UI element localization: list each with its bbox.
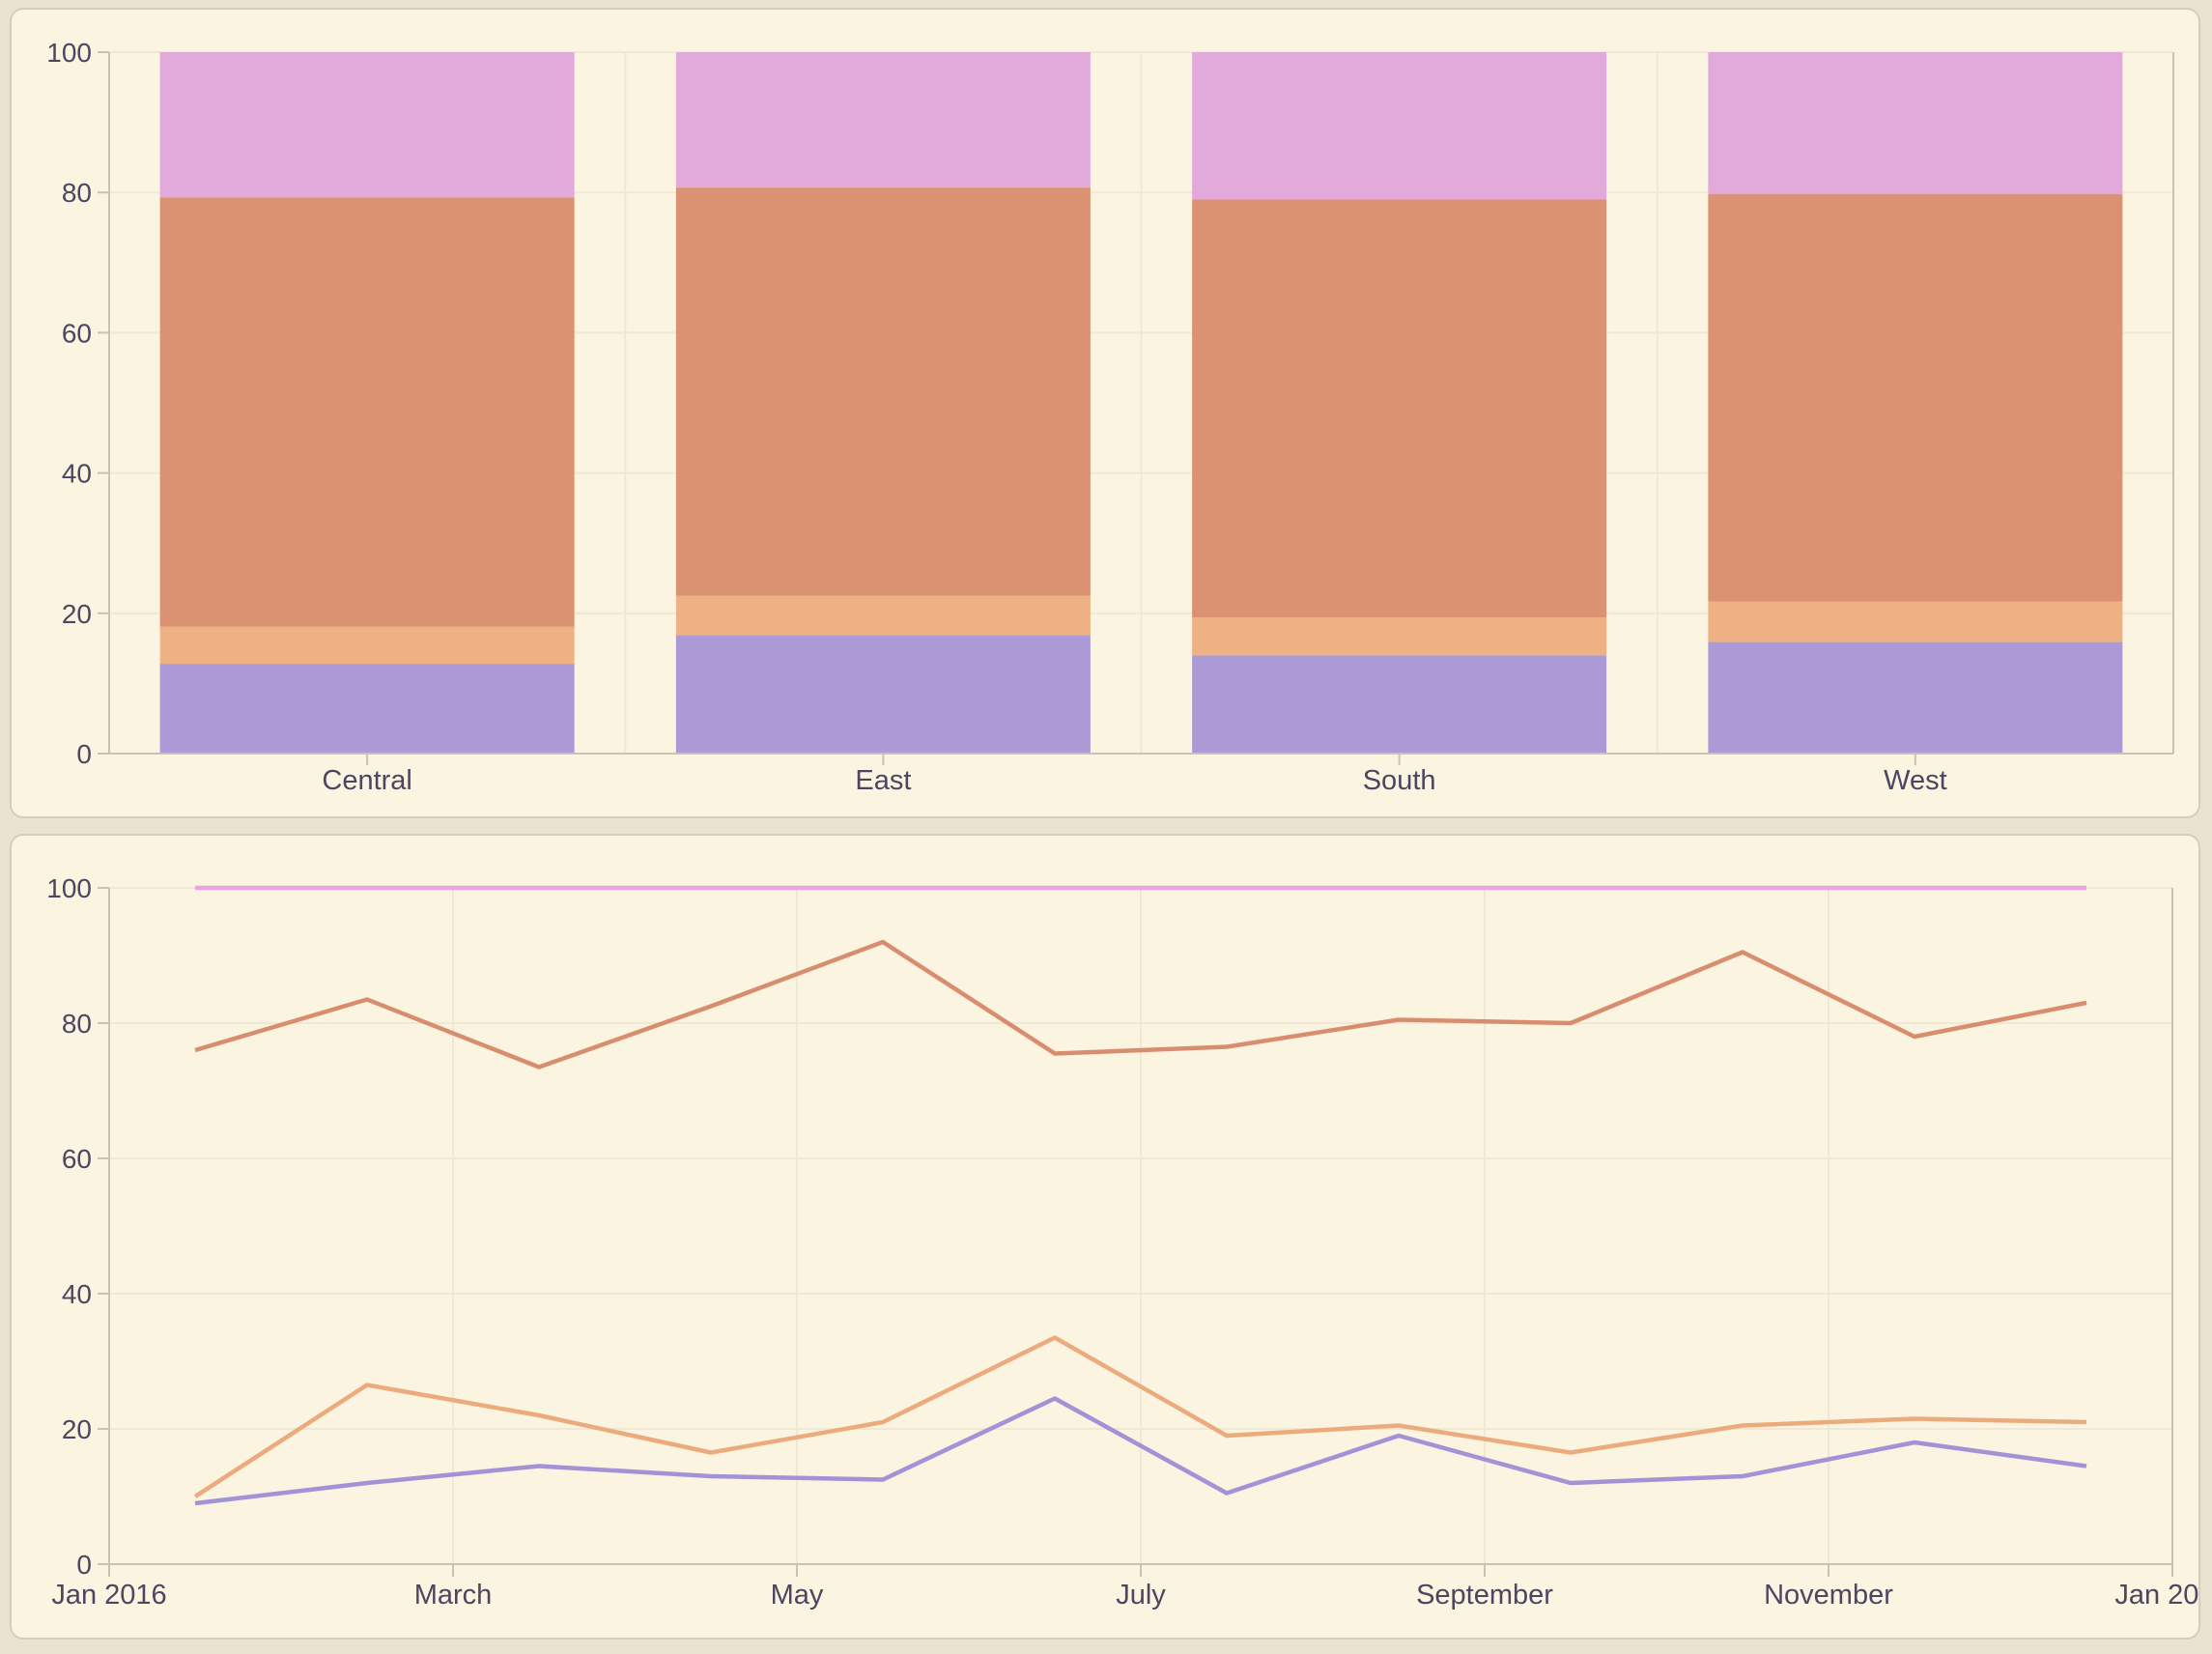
line-chart-card: 0 20 40 60 80 100 Jan 2016 March May July Septembe… (10, 834, 2200, 1640)
bar-segment-salmon-segment-central[interactable] (159, 197, 575, 627)
bar-segment-salmon-segment-east[interactable] (675, 187, 1091, 596)
category-label-south: South (1363, 765, 1436, 796)
x-tick-label-july: July (1116, 1580, 1166, 1611)
x-tick-label-september: September (1416, 1580, 1553, 1611)
category-label-east: East (855, 765, 911, 796)
category-label-west: West (1884, 765, 1947, 796)
bar-segment-pink-segment-west[interactable] (1708, 52, 2123, 194)
bar-segment-pink-segment-central[interactable] (159, 52, 575, 198)
orange-line[interactable] (193, 1335, 2087, 1498)
bar-segment-purple-segment-south[interactable] (1192, 655, 1607, 754)
bar-segment-purple-segment-east[interactable] (675, 635, 1091, 754)
y-tick-label: 0 (76, 1550, 92, 1580)
salmon-line[interactable] (194, 939, 2087, 1069)
bar-segment-pink-segment-east[interactable] (675, 52, 1091, 188)
y-tick-label: 20 (62, 1414, 92, 1444)
y-tick-label: 80 (62, 178, 92, 208)
category-label-central: Central (322, 765, 412, 796)
x-tick-label-jan-2016: Jan 2016 (51, 1580, 166, 1611)
bar-segment-light-orange-segment-south[interactable] (1192, 617, 1607, 656)
stacked-bar-chart: Central East South West 0 20 40 60 80 100 (46, 38, 2174, 796)
y-tick-label: 60 (62, 1144, 92, 1174)
bar-segment-purple-segment-west[interactable] (1708, 642, 2123, 754)
bar-segment-pink-segment-south[interactable] (1192, 52, 1607, 200)
y-tick-label: 80 (62, 1009, 92, 1039)
bar-segment-purple-segment-central[interactable] (159, 664, 575, 754)
purple-line[interactable] (194, 1396, 2087, 1506)
y-tick-label: 40 (62, 1279, 92, 1309)
stacked-bar-chart-card: Central East South West 0 20 40 60 80 100 (10, 8, 2200, 818)
bar-segment-salmon-segment-south[interactable] (1192, 199, 1607, 618)
y-tick-label: 100 (46, 873, 92, 903)
y-tick-label: 0 (76, 739, 92, 769)
bar-segment-light-orange-segment-central[interactable] (159, 626, 575, 665)
line-chart: 0 20 40 60 80 100 Jan 2016 March May July Septembe… (46, 873, 2198, 1611)
bar-segment-light-orange-segment-east[interactable] (675, 595, 1091, 636)
x-tick-label-march: March (414, 1580, 493, 1611)
x-tick-label-november: November (1764, 1580, 1893, 1611)
y-tick-label: 40 (62, 459, 92, 489)
y-tick-label: 100 (46, 38, 92, 68)
bar-segment-light-orange-segment-west[interactable] (1708, 601, 2123, 642)
y-tick-label: 60 (62, 318, 92, 348)
y-tick-label: 20 (62, 599, 92, 629)
bar-segment-salmon-segment-west[interactable] (1708, 193, 2123, 602)
x-tick-label-may: May (771, 1580, 824, 1611)
x-tick-label-jan-2017: Jan 2017 (2114, 1580, 2198, 1611)
